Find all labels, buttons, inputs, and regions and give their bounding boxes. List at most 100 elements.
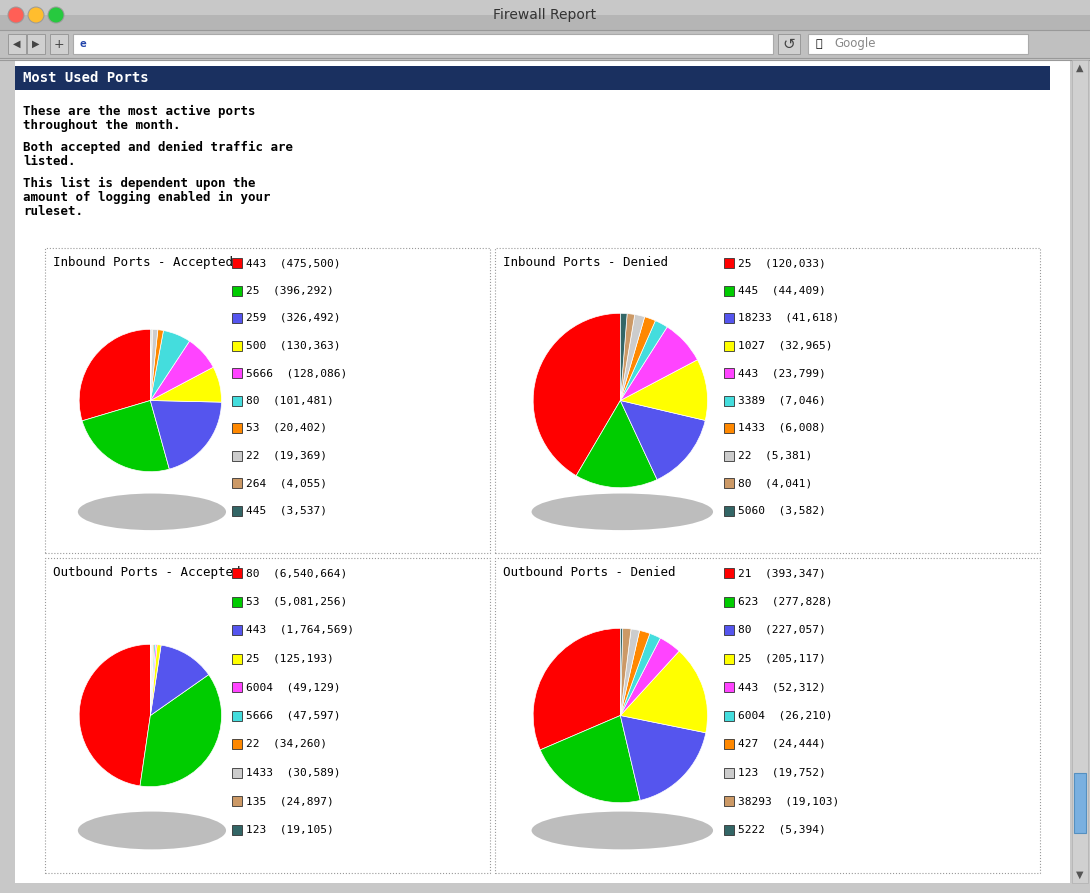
Bar [724,450,734,461]
Bar [50,34,68,54]
Wedge shape [620,313,627,400]
Text: 🔍: 🔍 [816,39,823,49]
Wedge shape [82,400,169,472]
Bar [724,258,734,268]
Bar [724,824,734,834]
Bar [724,313,734,323]
Bar [1071,60,1088,883]
Bar [724,368,734,378]
Bar [724,505,734,515]
Text: 445  (44,409): 445 (44,409) [738,286,825,296]
Bar [724,478,734,488]
Bar [232,682,242,692]
Wedge shape [524,852,601,875]
Text: 5222  (5,394): 5222 (5,394) [738,824,825,834]
Text: 25  (205,117): 25 (205,117) [738,654,825,663]
Circle shape [28,7,44,23]
Text: These are the most active ports: These are the most active ports [23,105,255,118]
Text: 6004  (49,129): 6004 (49,129) [246,682,340,692]
Wedge shape [531,538,597,555]
Wedge shape [620,321,667,400]
Text: 443  (52,312): 443 (52,312) [738,682,825,692]
Wedge shape [708,855,714,859]
Wedge shape [715,530,718,534]
Bar [724,286,734,296]
Wedge shape [717,848,718,852]
Bar [495,248,1040,553]
Text: ▶: ▶ [33,39,39,49]
Bar [724,739,734,749]
Wedge shape [70,526,72,534]
Wedge shape [620,629,622,715]
Text: 500  (130,363): 500 (130,363) [246,340,340,350]
Bar [232,396,242,405]
Text: 25  (125,193): 25 (125,193) [246,654,334,663]
Bar [73,34,773,54]
Text: 18233  (41,618): 18233 (41,618) [738,313,839,323]
Circle shape [8,7,24,23]
Text: 123  (19,752): 123 (19,752) [738,767,825,778]
Wedge shape [197,849,230,871]
Text: 21  (393,347): 21 (393,347) [738,568,825,578]
Wedge shape [150,400,221,469]
Wedge shape [189,542,218,553]
Wedge shape [620,629,640,715]
Text: 6004  (26,210): 6004 (26,210) [738,711,833,721]
Bar [724,423,734,433]
Wedge shape [704,538,711,542]
Wedge shape [521,845,524,852]
Wedge shape [80,645,150,786]
Bar [778,34,800,54]
Bar [232,654,242,663]
Bar [232,258,242,268]
Text: 22  (19,369): 22 (19,369) [246,450,327,461]
Text: Google: Google [834,38,875,51]
Wedge shape [70,845,197,876]
Ellipse shape [77,494,226,530]
Wedge shape [620,313,634,400]
Text: 25  (120,033): 25 (120,033) [738,258,825,268]
Wedge shape [620,638,679,715]
Wedge shape [533,629,620,750]
Bar [232,368,242,378]
Bar [724,711,734,721]
Text: 53  (5,081,256): 53 (5,081,256) [246,597,347,606]
Text: 123  (19,105): 123 (19,105) [246,824,334,834]
Text: ↺: ↺ [783,37,796,52]
Wedge shape [150,645,153,715]
Bar [232,505,242,515]
Wedge shape [150,330,158,400]
Wedge shape [620,400,705,480]
Bar [232,767,242,778]
Text: 5666  (128,086): 5666 (128,086) [246,368,347,378]
Text: 135  (24,897): 135 (24,897) [246,796,334,806]
Bar [232,711,242,721]
Wedge shape [601,866,693,876]
Bar [232,625,242,635]
Text: 5666  (47,597): 5666 (47,597) [246,711,340,721]
Ellipse shape [77,812,226,849]
Wedge shape [521,526,531,538]
Text: ▲: ▲ [1076,63,1083,73]
Text: 1433  (30,589): 1433 (30,589) [246,767,340,778]
Bar [724,396,734,405]
Bar [1074,773,1086,833]
Wedge shape [150,330,164,400]
Bar [45,248,491,553]
Bar [724,767,734,778]
Wedge shape [150,645,154,715]
Wedge shape [148,553,189,556]
Wedge shape [150,330,153,400]
Bar [8,34,26,54]
Bar [0,0,1090,30]
Bar [724,796,734,806]
Text: This list is dependent upon the: This list is dependent upon the [23,177,255,190]
Text: ◀: ◀ [13,39,21,49]
Bar [724,568,734,578]
Bar [232,824,242,834]
Text: 443  (1,764,569): 443 (1,764,569) [246,625,354,635]
Wedge shape [533,313,620,476]
Text: 264  (4,055): 264 (4,055) [246,478,327,488]
Wedge shape [620,314,644,400]
Ellipse shape [532,494,713,530]
